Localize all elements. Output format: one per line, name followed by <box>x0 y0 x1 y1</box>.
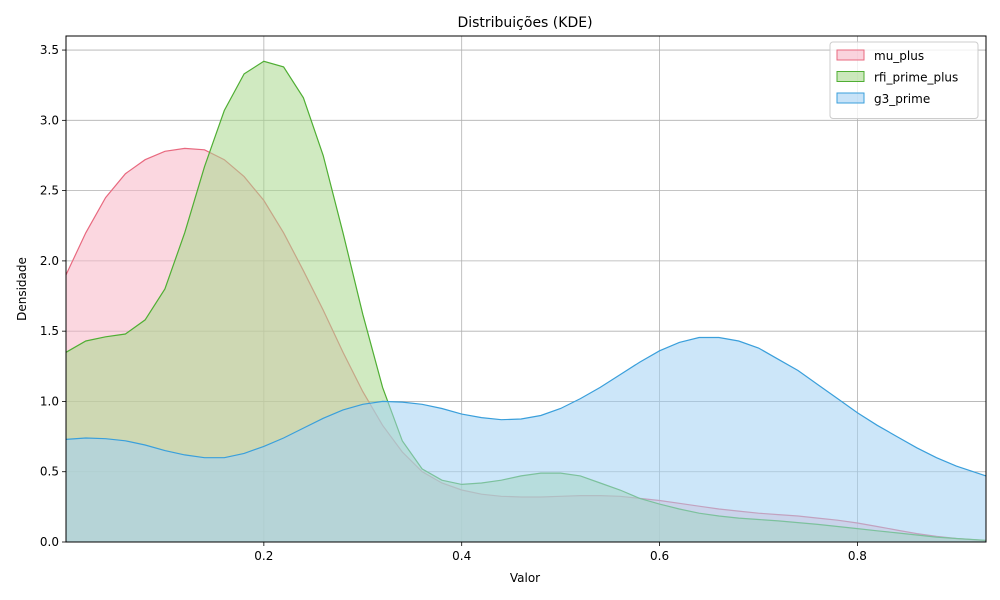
legend-swatch-rfi_prime_plus <box>836 71 865 82</box>
y-tick-label: 1.5 <box>40 324 59 338</box>
y-tick-label: 1.0 <box>40 394 59 408</box>
y-tick-label: 2.5 <box>40 184 59 198</box>
y-tick-label: 0.0 <box>40 535 59 549</box>
legend-swatch-g3_prime <box>836 92 865 104</box>
y-tick-label: 2.0 <box>40 254 59 268</box>
legend-label-rfi_prime_plus: rfi_prime_plus <box>874 71 958 85</box>
y-tick-label: 3.0 <box>40 113 59 127</box>
series-areas <box>65 60 987 543</box>
legend-box <box>829 41 979 119</box>
legend: mu_plus rfi_prime_plus g3_prime <box>829 41 979 119</box>
y-tick-label: 0.5 <box>40 465 59 479</box>
series-line-g3_prime <box>65 336 987 477</box>
legend-label-mu_plus: mu_plus <box>874 49 924 63</box>
x-tick-label: 0.8 <box>848 549 867 563</box>
series-area-g3_prime <box>66 337 986 542</box>
x-tick-label: 0.4 <box>452 549 471 563</box>
x-tick-label: 0.2 <box>254 549 273 563</box>
axis-ticks: 0.2 0.4 0.6 0.8 0.0 0.5 1.0 1.5 2.0 2.5 3.0 3.5 <box>40 43 867 563</box>
y-tick-label: 3.5 <box>40 43 59 57</box>
legend-label-g3_prime: g3_prime <box>874 92 930 106</box>
chart-title: Distribuições (KDE) <box>457 15 592 31</box>
x-axis-label: Valor <box>510 571 540 585</box>
y-axis-label: Densidade <box>15 257 29 321</box>
x-tick-label: 0.6 <box>650 549 669 563</box>
series-area-rfi_prime_plus <box>66 61 986 543</box>
plot-frame <box>65 35 987 543</box>
legend-swatch-mu_plus <box>836 49 865 61</box>
